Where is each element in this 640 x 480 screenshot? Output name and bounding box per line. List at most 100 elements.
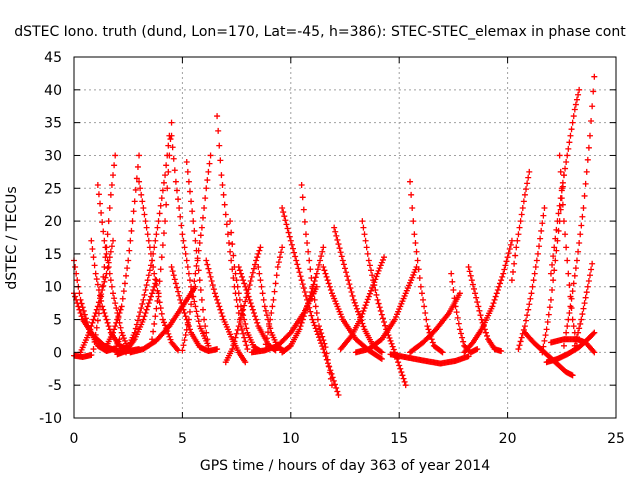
data-point (534, 250, 541, 257)
data-point (477, 312, 484, 319)
data-point (166, 333, 173, 340)
data-point (364, 296, 371, 303)
data-point (546, 304, 553, 311)
x-tick-label: 25 (607, 431, 625, 447)
data-point (564, 323, 571, 330)
data-point (349, 292, 356, 299)
data-point (470, 285, 477, 292)
data-point (117, 306, 124, 313)
data-point (179, 347, 186, 354)
data-point (328, 382, 335, 389)
data-point (295, 265, 302, 272)
data-point (144, 303, 151, 310)
data-point (588, 117, 595, 124)
data-point (584, 283, 591, 290)
data-point (345, 277, 352, 284)
data-point (556, 202, 563, 209)
data-point (157, 266, 164, 273)
data-point (518, 211, 525, 218)
data-point (179, 231, 186, 238)
data-point (355, 308, 362, 315)
data-point (340, 261, 347, 268)
data-point (232, 270, 239, 277)
data-point (91, 262, 98, 269)
data-series (352, 264, 420, 356)
data-point (310, 281, 317, 288)
data-point (103, 250, 110, 257)
data-point (185, 316, 192, 323)
data-point (104, 265, 111, 272)
data-point (523, 317, 530, 324)
data-point (566, 139, 573, 146)
data-point (101, 309, 108, 316)
data-point (192, 303, 199, 310)
data-point (266, 323, 273, 330)
data-point (75, 303, 82, 310)
data-point (484, 332, 491, 339)
data-point (298, 181, 305, 188)
data-point (525, 174, 532, 181)
data-point (315, 334, 322, 341)
data-point (102, 313, 109, 320)
data-point (192, 270, 199, 277)
data-point (497, 280, 504, 287)
data-point (92, 331, 99, 338)
data-point (311, 322, 318, 329)
data-point (226, 239, 233, 246)
data-point (262, 307, 269, 314)
data-point (156, 210, 163, 217)
data-point (97, 292, 104, 299)
data-point (397, 365, 404, 372)
data-point (74, 277, 81, 284)
data-point (194, 255, 201, 262)
data-point (165, 142, 172, 149)
data-point (526, 301, 533, 308)
data-point (94, 181, 101, 188)
data-point (413, 248, 420, 255)
data-point (304, 239, 311, 246)
data-point (230, 252, 237, 259)
data-point (168, 132, 175, 139)
data-point (377, 348, 384, 355)
data-point (421, 303, 428, 310)
data-point (586, 132, 593, 139)
data-point (115, 313, 122, 320)
data-point (177, 213, 184, 220)
data-point (543, 326, 550, 333)
data-point (197, 232, 204, 239)
data-point (360, 224, 367, 231)
data-point (395, 359, 402, 366)
data-point (448, 270, 455, 277)
data-point (361, 231, 368, 238)
data-point (202, 195, 209, 202)
data-point (99, 219, 106, 226)
data-point (390, 346, 397, 353)
data-point (342, 265, 348, 272)
data-point (387, 337, 394, 344)
data-point (537, 235, 544, 242)
data-point (152, 313, 159, 320)
data-point (352, 302, 359, 309)
data-point (369, 272, 376, 279)
data-point (136, 178, 143, 185)
data-series (407, 178, 446, 356)
data-point (184, 264, 191, 271)
data-point (214, 346, 221, 353)
data-point (569, 372, 576, 379)
data-point (203, 185, 210, 192)
data-point (569, 288, 576, 295)
data-point (525, 306, 532, 313)
data-point (557, 206, 564, 213)
data-point (88, 323, 95, 330)
data-point (513, 244, 520, 251)
data-point (112, 152, 119, 159)
data-point (506, 245, 513, 252)
data-point (222, 211, 229, 218)
data-point (583, 289, 590, 296)
data-point (582, 180, 589, 187)
data-point (235, 309, 242, 316)
data-point (378, 349, 385, 356)
data-point (80, 307, 87, 314)
data-point (570, 280, 577, 287)
data-point (170, 272, 177, 279)
